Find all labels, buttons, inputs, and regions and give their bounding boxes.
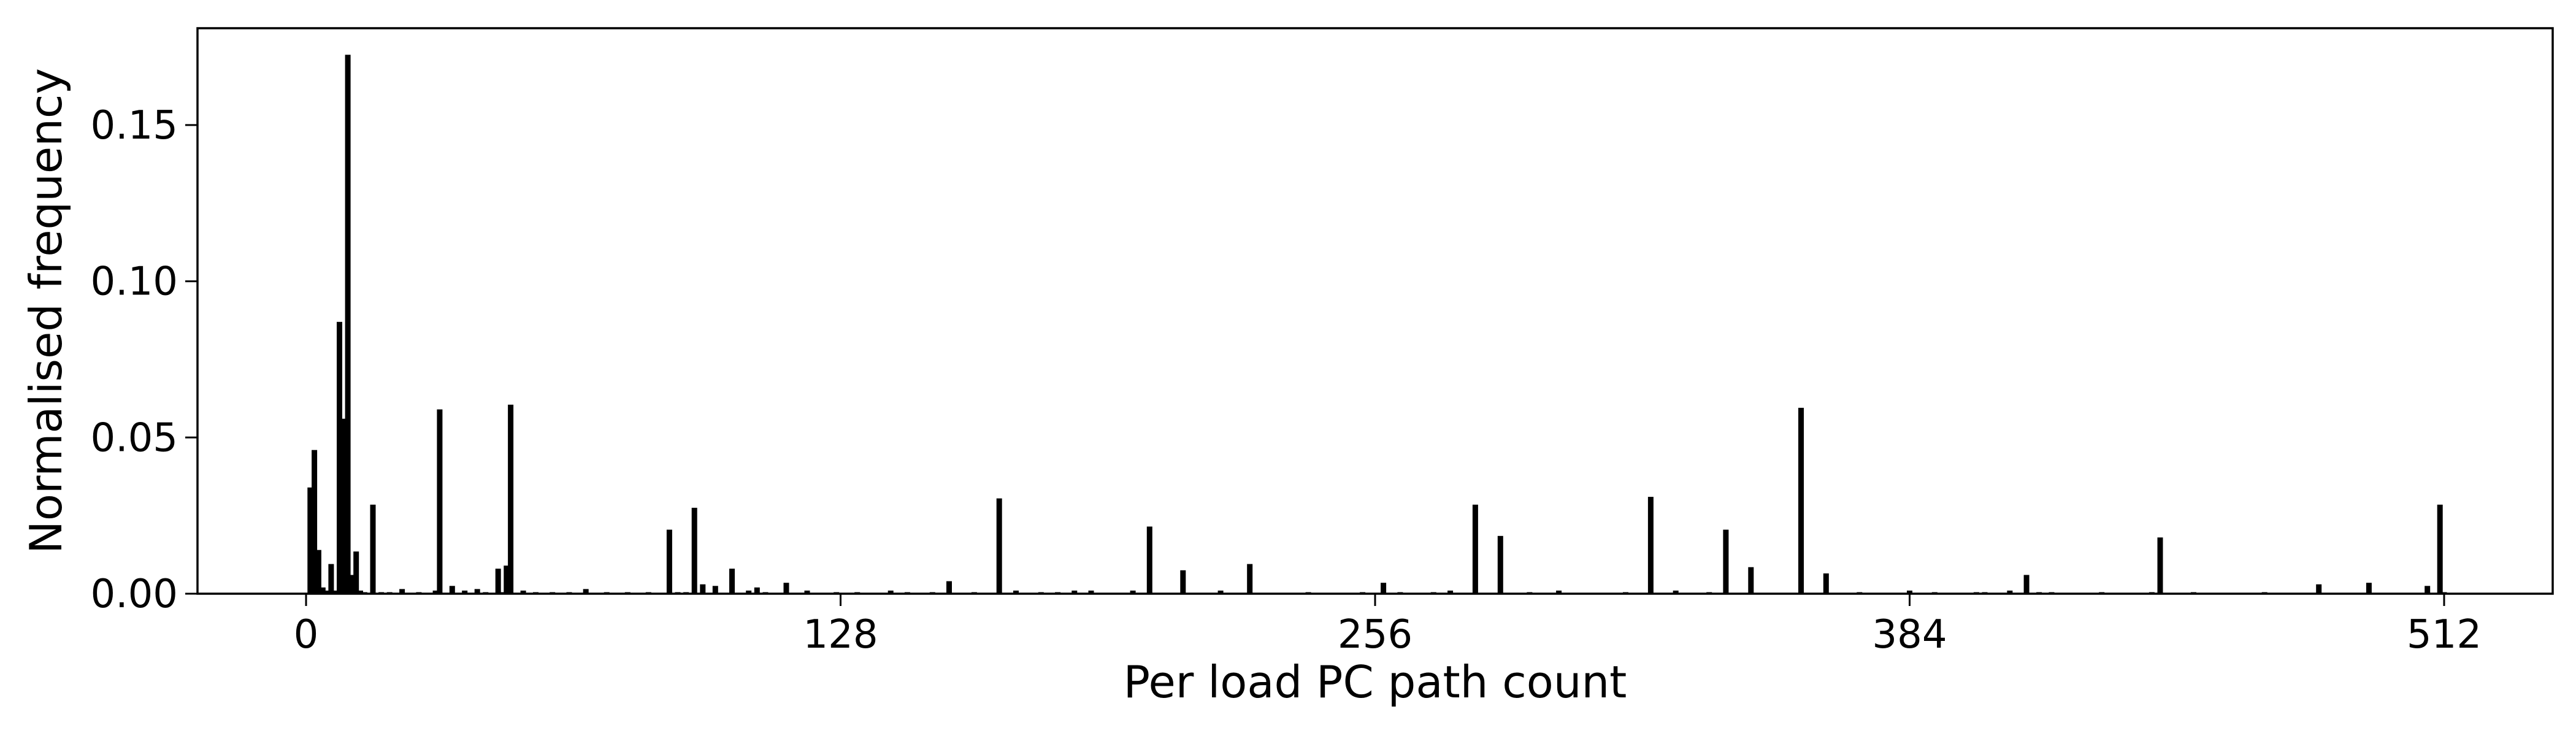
bar: [307, 487, 313, 594]
bar: [1071, 590, 1078, 594]
bar: [340, 418, 347, 594]
bar: [700, 584, 706, 594]
bar: [345, 55, 351, 594]
bar: [462, 590, 468, 594]
bar: [520, 590, 526, 594]
bar: [804, 590, 810, 594]
bar: [1748, 567, 1754, 594]
bar: [946, 581, 952, 594]
plot-frame: [196, 27, 2554, 595]
y-tick-label: 0.00: [91, 572, 178, 617]
bar: [783, 583, 789, 594]
bar: [729, 569, 735, 594]
bar: [1647, 497, 1654, 594]
bar: [1556, 590, 1562, 594]
bar: [2023, 575, 2030, 594]
bar: [474, 589, 480, 594]
bar: [315, 550, 321, 594]
bar-group: [307, 55, 2447, 594]
bar: [370, 504, 376, 594]
x-tick-label: 128: [803, 612, 878, 657]
bar: [2157, 537, 2163, 594]
bar: [1130, 590, 1136, 594]
bar: [358, 590, 363, 594]
bar: [1497, 535, 1503, 594]
y-tick-label: 0.15: [91, 103, 178, 148]
bar: [504, 565, 510, 594]
bar: [324, 590, 330, 594]
bar: [2316, 584, 2322, 594]
bar: [399, 589, 405, 594]
bar: [1217, 590, 1224, 594]
bar: [887, 590, 894, 594]
y-tick-label: 0.05: [91, 415, 178, 461]
x-axis-title: Per load PC path count: [1124, 656, 1627, 708]
x-tick-label: 384: [1872, 612, 1947, 657]
bar: [2366, 583, 2372, 594]
x-tick-label: 0: [294, 612, 319, 657]
bar: [1907, 590, 1912, 594]
bar: [2425, 586, 2431, 594]
bar: [1673, 590, 1679, 594]
bar: [754, 587, 760, 594]
bar: [353, 551, 359, 594]
bar: [508, 404, 514, 594]
bar: [712, 586, 718, 594]
bar: [2007, 590, 2013, 594]
bar: [746, 590, 752, 594]
bar: [1013, 590, 1019, 594]
y-axis-title: Normalised frequency: [20, 68, 72, 554]
bar: [337, 321, 342, 594]
bar: [1180, 570, 1186, 594]
bar: [2437, 504, 2443, 594]
bar: [1447, 590, 1454, 594]
bar: [1472, 504, 1478, 594]
x-tick-label: 256: [1338, 612, 1413, 657]
bar: [349, 575, 355, 594]
bar: [1247, 564, 1253, 594]
bar: [996, 498, 1002, 594]
x-tick-label: 512: [2407, 612, 2482, 657]
bar: [328, 564, 334, 594]
x-axis: 0 128 256 384 512: [294, 594, 2482, 657]
bar: [312, 450, 318, 594]
bar: [332, 590, 339, 594]
bar: [1381, 583, 1387, 594]
y-tick-label: 0.10: [91, 259, 178, 305]
bar: [1146, 526, 1152, 594]
bar: [583, 589, 589, 594]
bar: [495, 569, 501, 594]
bar: [432, 590, 439, 594]
bar: [320, 587, 326, 594]
bar: [1088, 590, 1094, 594]
bar: [437, 409, 443, 594]
y-axis: 0.00 0.05 0.10 0.15: [91, 103, 197, 617]
bar: [1823, 573, 1829, 594]
bar: [691, 507, 697, 594]
bar: [449, 586, 455, 594]
bar: [1723, 529, 1729, 594]
bar: [1798, 407, 1804, 594]
bar: [666, 529, 672, 594]
